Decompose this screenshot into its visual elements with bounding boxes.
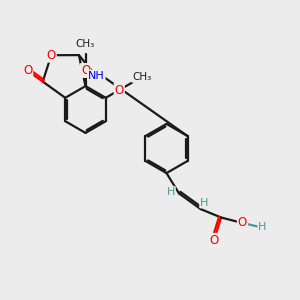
Text: NH: NH <box>88 70 105 80</box>
Text: O: O <box>81 64 90 77</box>
Text: H: H <box>200 197 208 208</box>
Text: O: O <box>238 216 247 230</box>
Text: CH₃: CH₃ <box>132 72 152 82</box>
Text: O: O <box>210 234 219 247</box>
Text: CH₃: CH₃ <box>76 39 95 50</box>
Text: H: H <box>258 221 267 232</box>
Text: O: O <box>115 83 124 97</box>
Text: O: O <box>23 64 32 77</box>
Text: H: H <box>167 187 175 197</box>
Text: O: O <box>46 49 56 62</box>
